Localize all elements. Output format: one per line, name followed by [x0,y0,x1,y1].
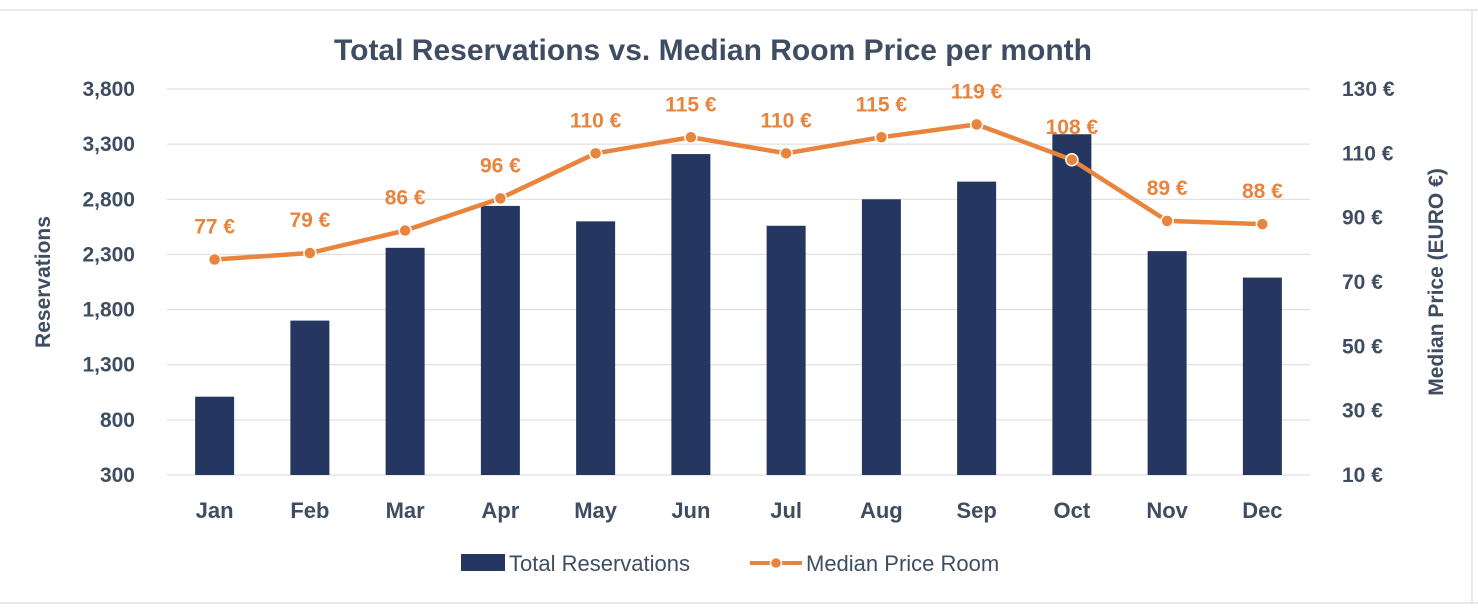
price-point [398,223,412,238]
price-data-label: 86 € [385,187,426,210]
bar [480,205,520,475]
price-data-label: 89 € [1147,177,1188,200]
y-tick-label: 2,300 [82,243,135,266]
legend-label-price: Median Price Room [806,551,999,576]
price-data-label: 119 € [951,80,1003,103]
legend: Total Reservations Median Price Room [461,551,999,576]
bar-series [195,134,1282,476]
y-tick-label: 800 [100,409,135,432]
price-data-label: 115 € [856,93,908,116]
y2-tick-label: 30 € [1342,400,1383,423]
y-tick-label: 3,300 [82,133,135,156]
x-tick-label: Apr [481,498,519,523]
y2-tick-label: 90 € [1342,207,1383,230]
chart-title: Total Reservations vs. Median Room Price… [334,34,1092,67]
price-point [779,146,793,161]
x-axis: Jan Feb Mar Apr May Jun Jul Aug Sep Oct Nov Dec [196,498,1283,523]
y2-axis-title: Median Price (EURO €) [1425,168,1448,396]
x-tick-label: Aug [860,498,903,523]
price-data-label: 108 € [1046,116,1099,139]
bar [1052,134,1092,475]
y-axis-right: 130 € 110 € 90 € 70 € 50 € 30 € 10 € [1342,78,1395,487]
price-point [1160,214,1174,228]
legend-swatch-price-marker [769,556,783,570]
price-point [207,252,222,267]
y-axis-left: 3,800 3,300 2,800 2,300 1,800 1,300 800 300 [82,78,135,487]
y-tick-label: 1,800 [82,299,135,322]
y-tick-label: 300 [100,464,135,487]
price-data-label: 110 € [760,109,812,132]
price-data-label: 115 € [665,93,717,116]
price-point [1255,217,1270,231]
legend-label-reservations: Total Reservations [509,551,690,576]
x-tick-label: Jun [671,498,710,523]
price-data-label: 110 € [570,109,622,132]
price-data-label: 96 € [480,154,521,177]
price-point [969,117,984,132]
price-data-label: 77 € [194,215,235,238]
data-labels: 77 € 79 € 86 € 96 € 110 € 115 € 110 € 115 € 119 … [194,80,1283,238]
bar [861,199,901,476]
y-tick-label: 2,800 [82,188,135,211]
x-tick-label: Dec [1242,498,1282,523]
gridlines [167,88,1310,476]
price-point [684,130,698,144]
y-tick-label: 1,300 [82,354,135,377]
price-point [1065,153,1079,167]
bar [957,181,997,475]
y2-tick-label: 50 € [1342,335,1383,358]
price-point [303,246,317,260]
bar [385,247,425,475]
price-point [493,191,508,206]
y-tick-label: 3,800 [82,78,135,101]
price-data-label: 88 € [1242,180,1283,203]
x-tick-label: Jan [196,498,234,523]
x-tick-label: Mar [386,498,426,523]
bar [1147,251,1187,475]
y2-tick-label: 110 € [1342,142,1394,165]
price-point [588,146,603,161]
x-tick-label: Sep [956,498,996,523]
y-axis-title: Reservations [32,216,55,348]
legend-swatch-reservations [461,554,505,571]
y2-tick-label: 130 € [1342,78,1395,101]
bar [766,225,806,475]
bar [1242,277,1282,475]
price-line [212,122,1265,262]
y2-tick-label: 10 € [1342,464,1383,487]
bar [576,221,616,475]
bar [290,320,330,475]
x-tick-label: Nov [1146,498,1188,523]
x-tick-label: Feb [290,498,329,523]
price-data-label: 79 € [289,209,330,232]
x-tick-label: May [574,498,618,523]
x-tick-label: Oct [1054,498,1091,523]
x-tick-label: Jul [770,498,802,523]
bar [195,396,235,475]
bar [671,154,711,475]
line-series [207,117,1270,267]
price-point [874,130,889,144]
y2-tick-label: 70 € [1342,271,1383,294]
